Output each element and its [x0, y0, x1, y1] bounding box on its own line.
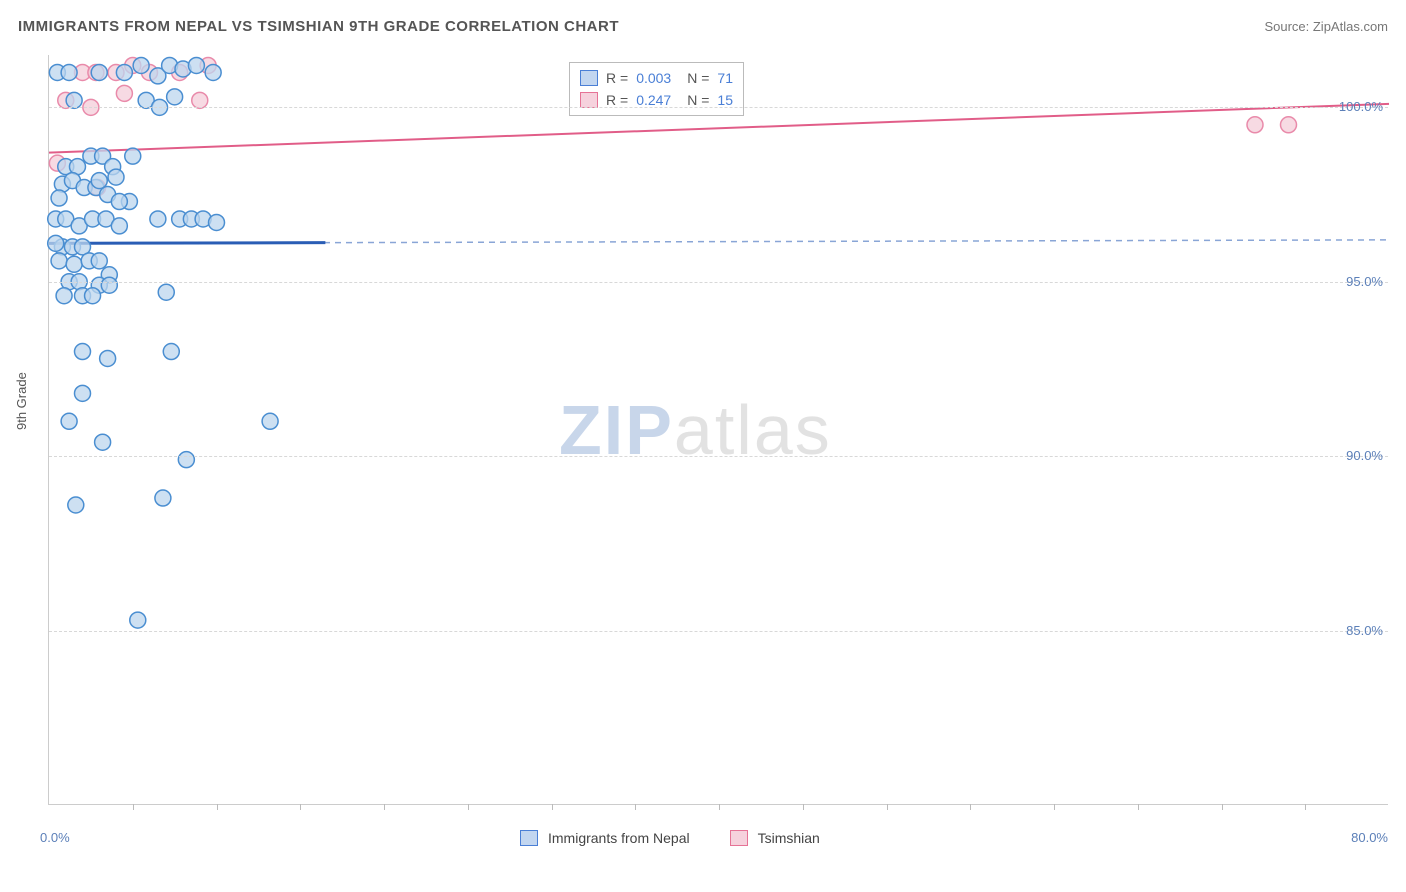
- data-point-blue: [91, 173, 107, 189]
- data-point-blue: [178, 452, 194, 468]
- scatter-svg: [49, 55, 1389, 805]
- chart-plot-area: ZIPatlas R = 0.003 N = 71 R = 0.247 N = …: [48, 55, 1388, 805]
- y-tick-label: 85.0%: [1328, 623, 1383, 638]
- x-min-label: 0.0%: [40, 830, 70, 845]
- y-tick-label: 95.0%: [1328, 274, 1383, 289]
- data-point-pink: [116, 85, 132, 101]
- data-point-blue: [75, 344, 91, 360]
- legend-blue-label: Immigrants from Nepal: [548, 830, 690, 846]
- data-point-blue: [108, 169, 124, 185]
- x-tick: [887, 804, 888, 810]
- data-point-blue: [163, 344, 179, 360]
- y-tick-label: 90.0%: [1328, 448, 1383, 463]
- data-point-blue: [61, 413, 77, 429]
- data-point-blue: [68, 497, 84, 513]
- data-point-blue: [95, 434, 111, 450]
- bottom-legend: Immigrants from Nepal Tsimshian: [520, 830, 820, 846]
- x-tick: [384, 804, 385, 810]
- x-tick: [803, 804, 804, 810]
- legend-swatch-pink: [730, 830, 748, 846]
- data-point-blue: [61, 64, 77, 80]
- x-tick: [970, 804, 971, 810]
- data-point-blue: [155, 490, 171, 506]
- data-point-blue: [66, 92, 82, 108]
- gridline: [49, 282, 1388, 283]
- x-tick: [635, 804, 636, 810]
- legend-pink-label: Tsimshian: [758, 830, 820, 846]
- x-tick: [133, 804, 134, 810]
- x-tick: [1138, 804, 1139, 810]
- data-point-blue: [56, 288, 72, 304]
- x-tick: [1054, 804, 1055, 810]
- data-point-blue: [188, 57, 204, 73]
- data-point-blue: [66, 256, 82, 272]
- legend-swatch-blue: [520, 830, 538, 846]
- gridline: [49, 107, 1388, 108]
- x-tick: [1222, 804, 1223, 810]
- data-point-blue: [111, 218, 127, 234]
- data-point-pink: [1247, 117, 1263, 133]
- y-axis-label: 9th Grade: [14, 372, 29, 430]
- gridline: [49, 456, 1388, 457]
- data-point-blue: [133, 57, 149, 73]
- x-tick: [217, 804, 218, 810]
- data-point-blue: [116, 64, 132, 80]
- data-point-blue: [85, 288, 101, 304]
- x-tick: [552, 804, 553, 810]
- data-point-blue: [91, 253, 107, 269]
- data-point-blue: [150, 211, 166, 227]
- data-point-blue: [111, 194, 127, 210]
- x-tick: [719, 804, 720, 810]
- data-point-blue: [48, 235, 64, 251]
- data-point-blue: [262, 413, 278, 429]
- data-point-blue: [51, 190, 67, 206]
- trend-line-pink: [49, 104, 1389, 153]
- source-label: Source: ZipAtlas.com: [1264, 19, 1388, 34]
- data-point-pink: [1281, 117, 1297, 133]
- gridline: [49, 631, 1388, 632]
- data-point-blue: [75, 385, 91, 401]
- data-point-blue: [205, 64, 221, 80]
- data-point-pink: [192, 92, 208, 108]
- x-max-label: 80.0%: [1351, 830, 1388, 845]
- data-point-blue: [130, 612, 146, 628]
- data-point-blue: [101, 277, 117, 293]
- y-tick-label: 100.0%: [1328, 99, 1383, 114]
- data-point-blue: [100, 350, 116, 366]
- x-tick: [468, 804, 469, 810]
- x-tick: [1305, 804, 1306, 810]
- data-point-blue: [51, 253, 67, 269]
- data-point-blue: [125, 148, 141, 164]
- chart-title: IMMIGRANTS FROM NEPAL VS TSIMSHIAN 9TH G…: [18, 18, 619, 35]
- data-point-blue: [209, 214, 225, 230]
- data-point-blue: [91, 64, 107, 80]
- x-tick: [300, 804, 301, 810]
- data-point-blue: [158, 284, 174, 300]
- data-point-blue: [167, 89, 183, 105]
